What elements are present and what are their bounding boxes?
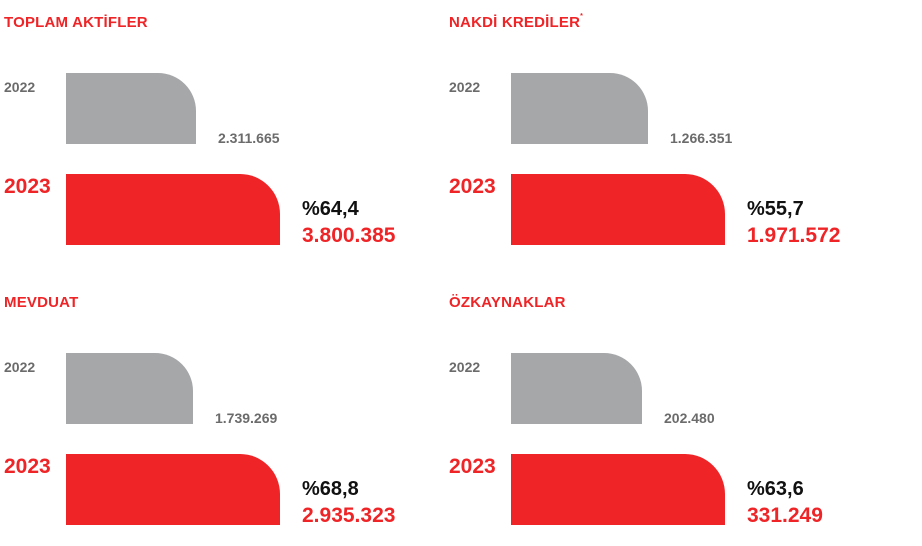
value-label-2023: 331.249 xyxy=(747,504,823,527)
chart-panel-total-assets: TOPLAM AKTİFLER 2022 2023 2.311.665 %64,… xyxy=(4,14,444,264)
value-label-2022: 2.311.665 xyxy=(218,130,280,146)
value-label-2023: 1.971.572 xyxy=(747,224,841,247)
change-percent-label: %64,4 xyxy=(302,198,359,220)
bar-2022 xyxy=(66,353,193,424)
year-label-2023: 2023 xyxy=(449,175,496,198)
bar-2023 xyxy=(511,454,725,525)
change-percent-label: %55,7 xyxy=(747,198,804,220)
year-label-2023: 2023 xyxy=(4,175,51,198)
value-label-2022: 202.480 xyxy=(664,410,715,426)
chart-title: MEVDUAT xyxy=(4,294,79,311)
year-label-2022: 2022 xyxy=(4,79,36,95)
bar-2022 xyxy=(511,353,642,424)
value-label-2022: 1.266.351 xyxy=(670,130,733,146)
change-percent-label: %63,6 xyxy=(747,478,804,500)
change-percent-label: %68,8 xyxy=(302,478,359,500)
bar-2023 xyxy=(66,454,280,525)
value-label-2023: 2.935.323 xyxy=(302,504,396,527)
bar-2022 xyxy=(66,73,196,144)
year-label-2022: 2022 xyxy=(4,359,36,375)
bar-2023 xyxy=(66,174,280,245)
bar-2022 xyxy=(511,73,648,144)
year-label-2023: 2023 xyxy=(4,455,51,478)
value-label-2022: 1.739.269 xyxy=(215,410,278,426)
chart-panel-equity: ÖZKAYNAKLAR 2022 2023 202.480 %63,6 331.… xyxy=(449,294,889,544)
chart-title: NAKDİ KREDİLER* xyxy=(449,13,584,31)
chart-title: TOPLAM AKTİFLER xyxy=(4,14,148,31)
chart-title: ÖZKAYNAKLAR xyxy=(449,294,566,311)
value-label-2023: 3.800.385 xyxy=(302,224,396,247)
year-label-2023: 2023 xyxy=(449,455,496,478)
bar-2023 xyxy=(511,174,725,245)
year-label-2022: 2022 xyxy=(449,79,481,95)
year-label-2022: 2022 xyxy=(449,359,481,375)
chart-panel-deposits: MEVDUAT 2022 2023 1.739.269 %68,8 2.935.… xyxy=(4,294,444,544)
chart-panel-cash-loans: NAKDİ KREDİLER* 2022 2023 1.266.351 %55,… xyxy=(449,13,889,264)
